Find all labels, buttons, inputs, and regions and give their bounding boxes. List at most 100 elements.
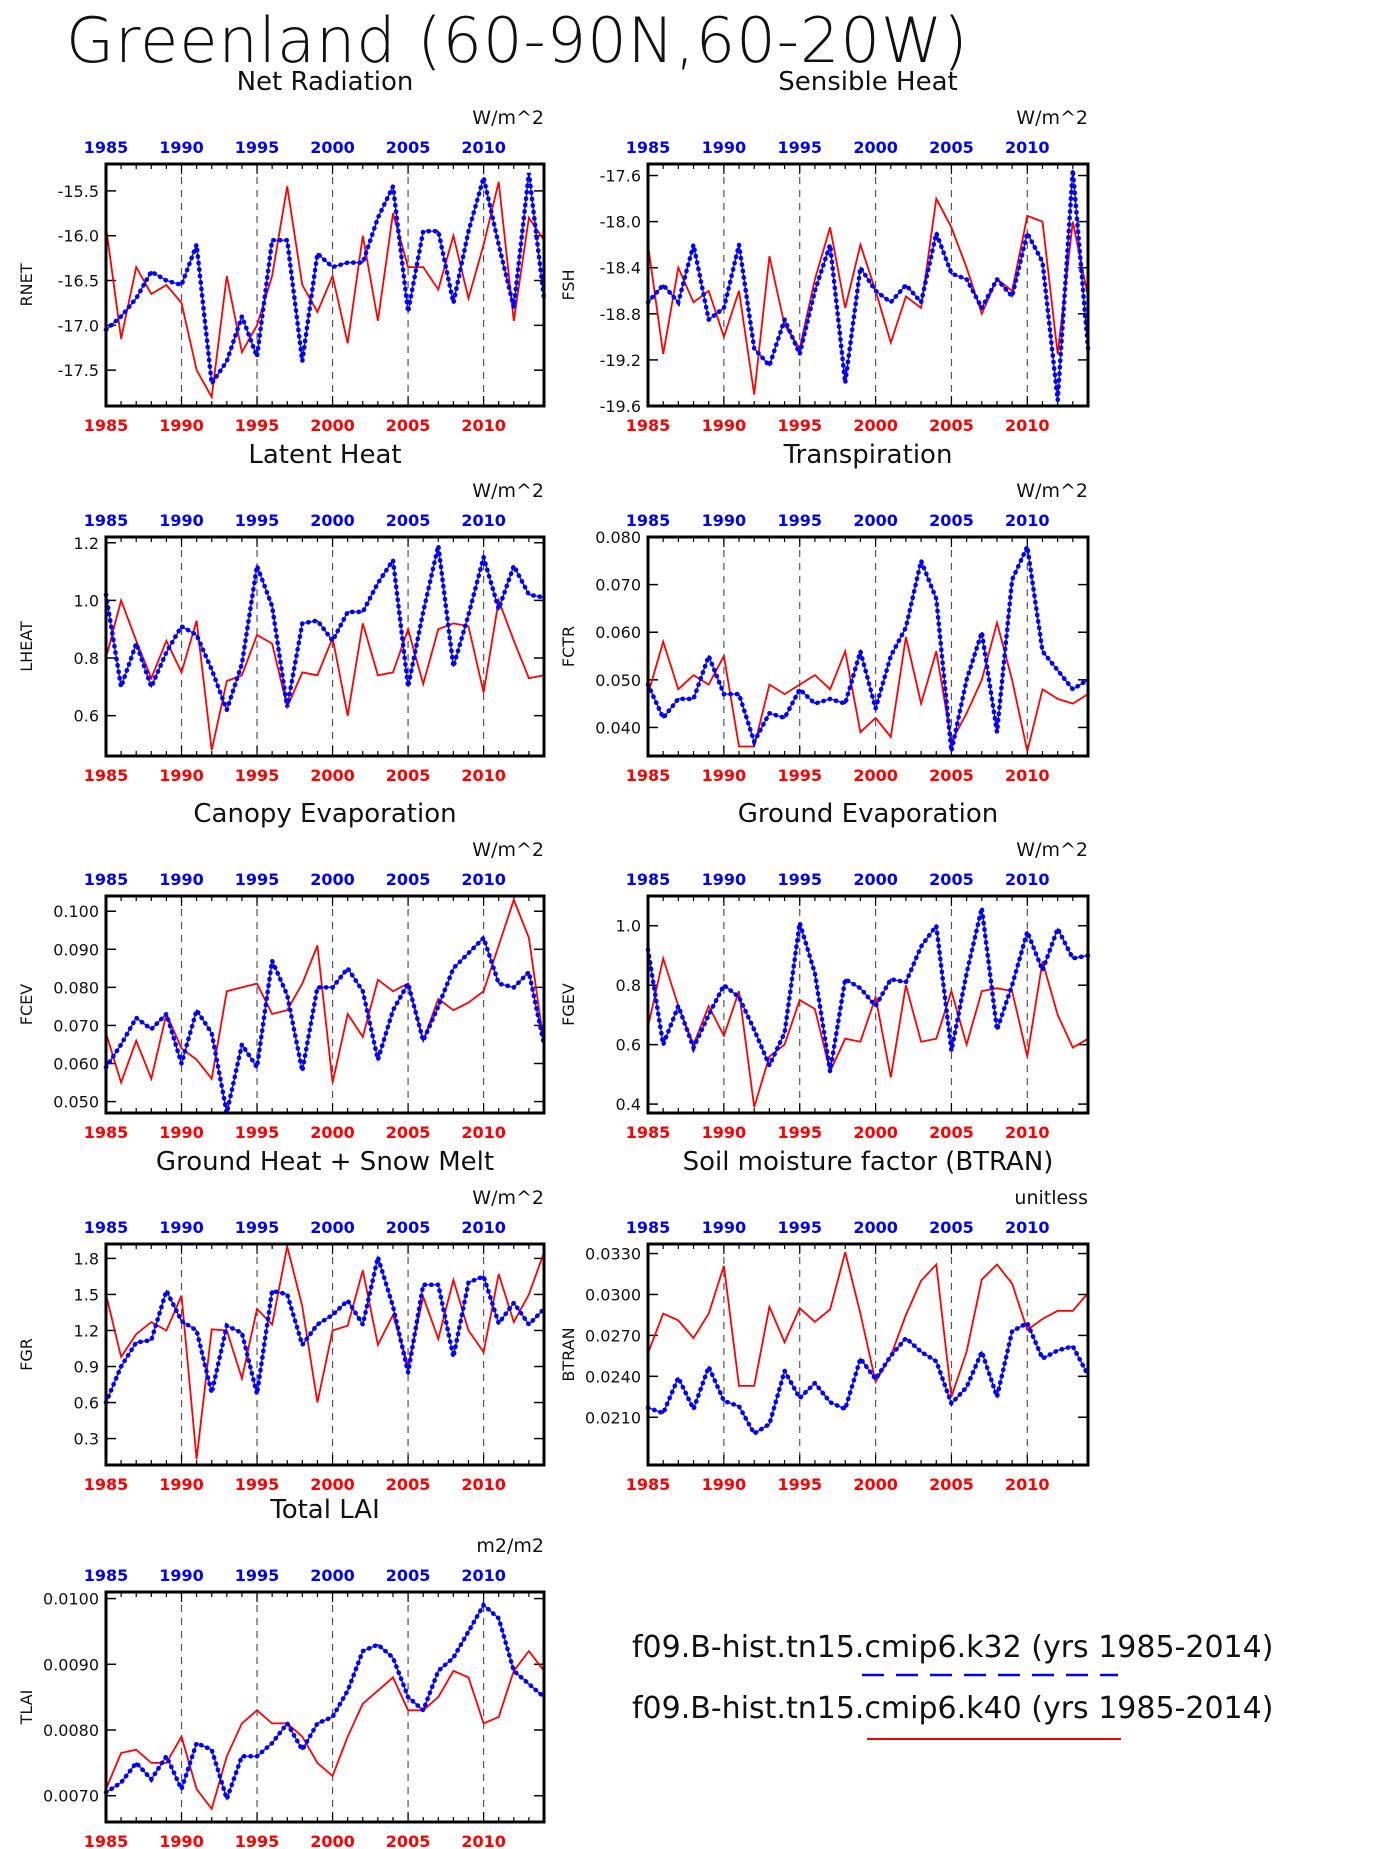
x-tick-label-top: 1985: [626, 138, 671, 157]
x-tick-label-top: 1995: [235, 511, 280, 530]
x-tick-label-bottom: 1985: [84, 1475, 129, 1494]
x-tick-label-top: 2010: [1005, 870, 1050, 889]
y-tick-label: 0.8: [74, 649, 99, 668]
y-tick-label: -16.0: [58, 227, 99, 246]
x-tick-label-top: 2010: [461, 1218, 506, 1237]
series-line-case-b: [106, 182, 544, 397]
x-tick-label-top: 1985: [84, 870, 129, 889]
legend-entry-case-a: f09.B-hist.tn15.cmip6.k32 (yrs 1985-2014…: [632, 1630, 1273, 1665]
x-tick-label-top: 2000: [310, 511, 355, 530]
x-tick-label-bottom: 1985: [626, 1475, 671, 1494]
y-tick-label: 0.6: [74, 707, 99, 726]
y-tick-label: 0.040: [595, 718, 641, 737]
x-tick-label-bottom: 2010: [1005, 1475, 1050, 1494]
x-tick-label-bottom: 1985: [84, 1123, 129, 1142]
x-tick-label-bottom: 2000: [310, 1475, 355, 1494]
series-line-case-a: [648, 170, 1088, 400]
x-tick-label-bottom: 1990: [702, 1475, 747, 1494]
y-tick-label: 0.8: [616, 976, 641, 995]
x-tick-label-top: 1985: [84, 1218, 129, 1237]
chart-panel-fgev: Ground EvaporationW/m^2FGEV0.40.60.81.01…: [559, 799, 1088, 1142]
y-axis-label: FCEV: [17, 984, 36, 1025]
x-tick-label-top: 2005: [386, 1566, 431, 1585]
x-tick-label-top: 2005: [929, 138, 974, 157]
x-tick-label-top: 2000: [853, 870, 898, 889]
legend-line-case-b: [865, 1736, 1125, 1742]
y-tick-label: 0.0090: [43, 1655, 99, 1674]
chart-title: Ground Evaporation: [738, 799, 998, 829]
x-tick-label-bottom: 2010: [461, 1832, 506, 1849]
x-tick-label-bottom: 1995: [777, 416, 822, 435]
series-line-case-a-core: [106, 173, 544, 384]
x-tick-label-bottom: 1985: [84, 1832, 129, 1849]
y-tick-label: 1.8: [74, 1249, 99, 1268]
x-tick-label-bottom: 1995: [777, 1475, 822, 1494]
y-tick-label: 0.0240: [585, 1367, 641, 1386]
x-tick-label-bottom: 1990: [159, 1832, 204, 1849]
units-label: W/m^2: [472, 1187, 544, 1209]
x-tick-label-top: 1990: [702, 511, 747, 530]
y-tick-label: -19.6: [600, 397, 641, 416]
y-axis-label: BTRAN: [559, 1327, 578, 1381]
x-tick-label-top: 1990: [159, 1566, 204, 1585]
x-tick-label-top: 2000: [310, 1566, 355, 1585]
series-line-case-b: [648, 623, 1088, 752]
y-tick-label: 0.6: [616, 1036, 641, 1055]
x-tick-label-bottom: 2010: [1005, 1123, 1050, 1142]
x-tick-label-bottom: 1995: [235, 766, 280, 785]
x-tick-label-top: 2010: [1005, 138, 1050, 157]
units-label: m2/m2: [476, 1535, 544, 1557]
x-tick-label-top: 1990: [702, 138, 747, 157]
y-tick-label: 1.2: [74, 534, 99, 553]
x-tick-label-bottom: 1990: [702, 416, 747, 435]
x-tick-label-bottom: 1995: [777, 1123, 822, 1142]
x-tick-label-bottom: 2010: [461, 416, 506, 435]
x-tick-label-top: 2005: [929, 870, 974, 889]
x-tick-label-bottom: 2005: [929, 766, 974, 785]
chart-title: Latent Heat: [248, 440, 401, 470]
x-tick-label-bottom: 1995: [235, 1832, 280, 1849]
x-tick-label-top: 2005: [929, 1218, 974, 1237]
x-tick-label-bottom: 1995: [235, 416, 280, 435]
y-tick-label: 0.0330: [585, 1245, 641, 1264]
x-tick-label-top: 2000: [310, 1218, 355, 1237]
x-tick-label-top: 1985: [84, 511, 129, 530]
chart-title: Ground Heat + Snow Melt: [156, 1147, 494, 1177]
y-tick-label: -17.5: [58, 361, 99, 380]
y-tick-label: 0.0300: [585, 1285, 641, 1304]
y-tick-label: -18.0: [600, 213, 641, 232]
units-label: W/m^2: [1016, 839, 1088, 861]
y-tick-label: 0.0270: [585, 1326, 641, 1345]
chart-panel-lheat: Latent HeatW/m^2LHEAT0.60.81.01.21985198…: [17, 440, 544, 785]
y-axis-label: RNET: [17, 263, 36, 306]
y-axis-label: TLAI: [17, 1690, 36, 1726]
x-tick-label-top: 2005: [929, 511, 974, 530]
x-tick-label-top: 2010: [461, 511, 506, 530]
x-tick-label-top: 1995: [777, 138, 822, 157]
x-tick-label-bottom: 2005: [386, 416, 431, 435]
x-tick-label-top: 1985: [626, 1218, 671, 1237]
x-tick-label-top: 2000: [310, 138, 355, 157]
series-line-case-a-core: [648, 547, 1088, 752]
chart-title: Net Radiation: [237, 67, 414, 97]
x-tick-label-top: 2010: [1005, 1218, 1050, 1237]
legend-entry-case-b: f09.B-hist.tn15.cmip6.k40 (yrs 1985-2014…: [632, 1691, 1273, 1726]
x-tick-label-top: 2010: [461, 870, 506, 889]
x-tick-label-bottom: 2005: [386, 1832, 431, 1849]
y-tick-label: 0.100: [53, 902, 99, 921]
x-tick-label-bottom: 2005: [929, 1123, 974, 1142]
y-axis-label: FCTR: [559, 626, 578, 667]
x-tick-label-top: 1995: [235, 1218, 280, 1237]
y-axis-label: LHEAT: [17, 621, 36, 672]
x-tick-label-top: 1985: [626, 870, 671, 889]
x-tick-label-top: 1995: [777, 1218, 822, 1237]
series-line-case-b: [648, 958, 1088, 1107]
x-tick-label-bottom: 2000: [853, 1123, 898, 1142]
chart-panels: Net RadiationW/m^2RNET-17.5-17.0-16.5-16…: [0, 0, 1377, 1849]
x-tick-label-bottom: 2000: [310, 1123, 355, 1142]
y-tick-label: -16.5: [58, 272, 99, 291]
chart-title: Soil moisture factor (BTRAN): [683, 1147, 1054, 1177]
x-tick-label-top: 1990: [702, 870, 747, 889]
y-tick-label: 0.070: [53, 1016, 99, 1035]
y-axis-label: FSH: [559, 269, 578, 300]
